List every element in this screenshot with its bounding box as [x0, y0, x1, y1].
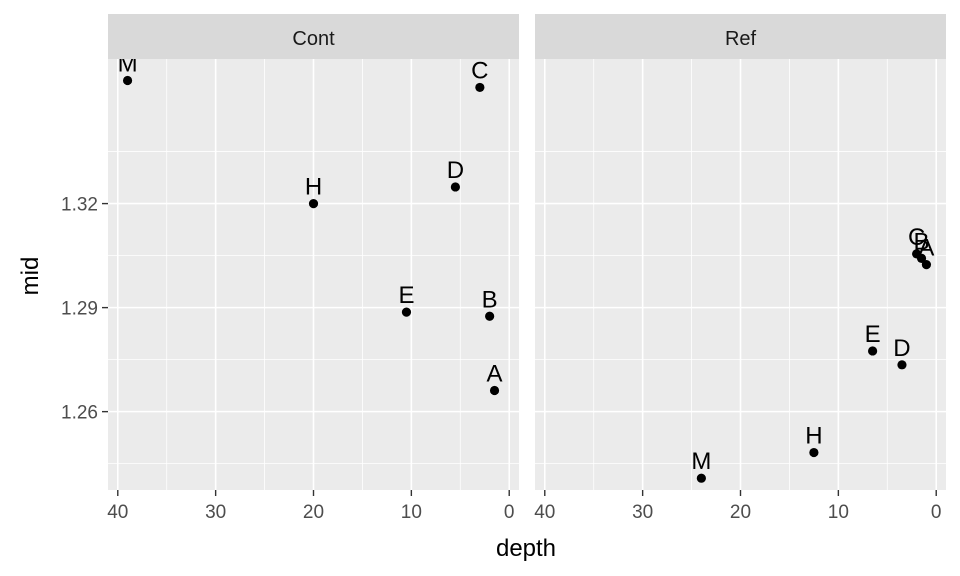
facet-strip-label: Cont: [292, 28, 335, 50]
data-point-label-d: D: [893, 335, 910, 362]
x-tick-label: 40: [534, 502, 555, 523]
x-tick-label: 20: [303, 502, 324, 523]
data-point-label-m: M: [691, 448, 711, 475]
data-point-m: [122, 75, 133, 86]
data-point-b: [485, 311, 495, 321]
data-point-label-c: C: [471, 57, 488, 84]
data-point-label-c: C: [908, 224, 925, 251]
x-axis-title: depth: [496, 535, 556, 562]
x-axis-cont: 40 30 20 10 0: [107, 490, 515, 523]
x-tick-label: 30: [632, 502, 653, 523]
points-layer: CBA ED H M: [691, 224, 934, 483]
facet-strip: [108, 14, 519, 59]
x-axis-ref: 40 30 20 10 0: [534, 490, 942, 523]
data-point-c: [475, 82, 485, 93]
data-point-b: [916, 253, 927, 263]
data-point-m: [696, 473, 706, 483]
data-point-label-b: B: [914, 228, 930, 255]
x-tick-label: 40: [107, 502, 128, 523]
x-tick-label: 10: [401, 502, 422, 523]
data-point-h: [809, 447, 819, 458]
y-tick-label: 1.29: [61, 299, 98, 320]
gridlines: [535, 59, 946, 490]
data-point-label-a: A: [487, 360, 503, 387]
data-point-e: [868, 346, 878, 356]
data-point-a: [489, 385, 500, 396]
panel-ref: Ref CBA ED H M 40 30 20 10 0: [534, 14, 946, 523]
data-point-label-e: E: [865, 321, 881, 348]
data-point-e: [401, 307, 412, 317]
data-point-label-a: A: [918, 235, 934, 262]
x-tick-label: 0: [931, 502, 942, 523]
x-tick-label: 10: [828, 502, 849, 523]
y-axis-title: mid: [17, 257, 44, 296]
facet-strip-label: Ref: [725, 28, 757, 50]
data-point-h: [308, 198, 319, 209]
x-tick-label: 20: [730, 502, 751, 523]
y-tick-label: 1.32: [61, 195, 98, 216]
x-tick-label: 0: [504, 502, 515, 523]
data-point-d: [450, 182, 460, 192]
data-point-a: [921, 260, 932, 270]
data-point-label-b: B: [482, 286, 498, 313]
data-point-label-d: D: [447, 157, 464, 184]
data-point-d: [897, 360, 907, 370]
facet-strip: [535, 14, 946, 59]
data-point-label-h: H: [305, 174, 322, 201]
data-point-label-m: M: [118, 50, 138, 77]
data-point-label-e: E: [398, 282, 414, 309]
gridlines: [108, 59, 519, 490]
panel-cont: Cont M C D H E B A 40 30 20 10 0: [107, 14, 519, 523]
points-layer: M C D H E B A: [118, 50, 503, 396]
data-point-label-h: H: [805, 423, 822, 450]
y-axis: 1.26 1.29 1.32: [61, 195, 108, 424]
x-tick-label: 30: [205, 502, 226, 523]
y-tick-label: 1.26: [61, 403, 98, 424]
